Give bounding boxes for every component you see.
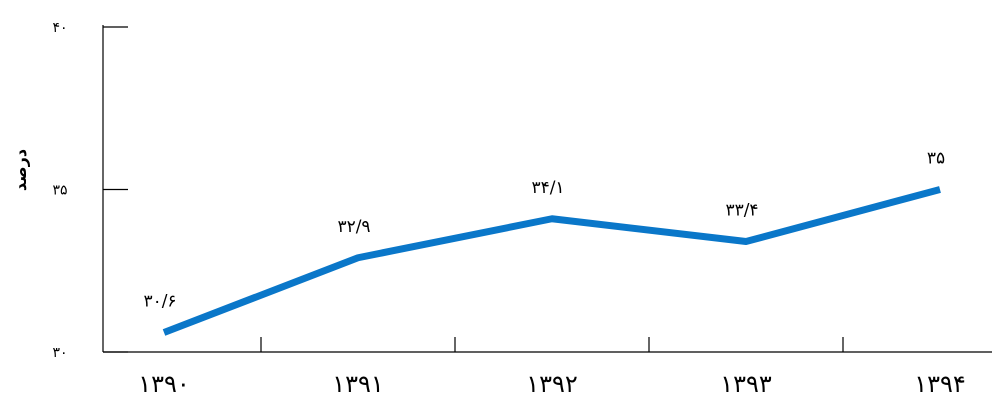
data-label: ۳۳/۴: [725, 201, 758, 221]
y-tick-label: ۴۰: [52, 20, 67, 36]
data-label: ۳۲/۹: [337, 217, 370, 237]
x-tick-label: ۱۳۹۳: [720, 370, 772, 398]
y-tick-label: ۳۵: [52, 183, 67, 199]
y-tick-label: ۳۰: [52, 345, 67, 361]
y-axis-title: درصد: [11, 149, 30, 191]
axes: [102, 25, 992, 353]
data-label: ۳۰/۶: [143, 292, 176, 312]
labels-layer: ۳۰ ۳۵ ۴۰ ۱۳۹۰ ۱۳۹۱ ۱۳۹۲ ۱۳۹۳ ۱۳۹۴ درصد ۳۰/۶ ۳۲/۹ ۳۴…: [11, 20, 966, 398]
data-label: ۳۴/۱: [531, 178, 564, 198]
x-tick-label: ۱۳۹۰: [138, 370, 190, 398]
x-tick-label: ۱۳۹۴: [914, 370, 966, 398]
data-label: ۳۵: [927, 149, 945, 169]
series-line: [162, 186, 941, 336]
series-layer: [162, 186, 941, 336]
x-tick-label: ۱۳۹۲: [526, 370, 578, 398]
x-tick-label: ۱۳۹۱: [332, 370, 384, 398]
